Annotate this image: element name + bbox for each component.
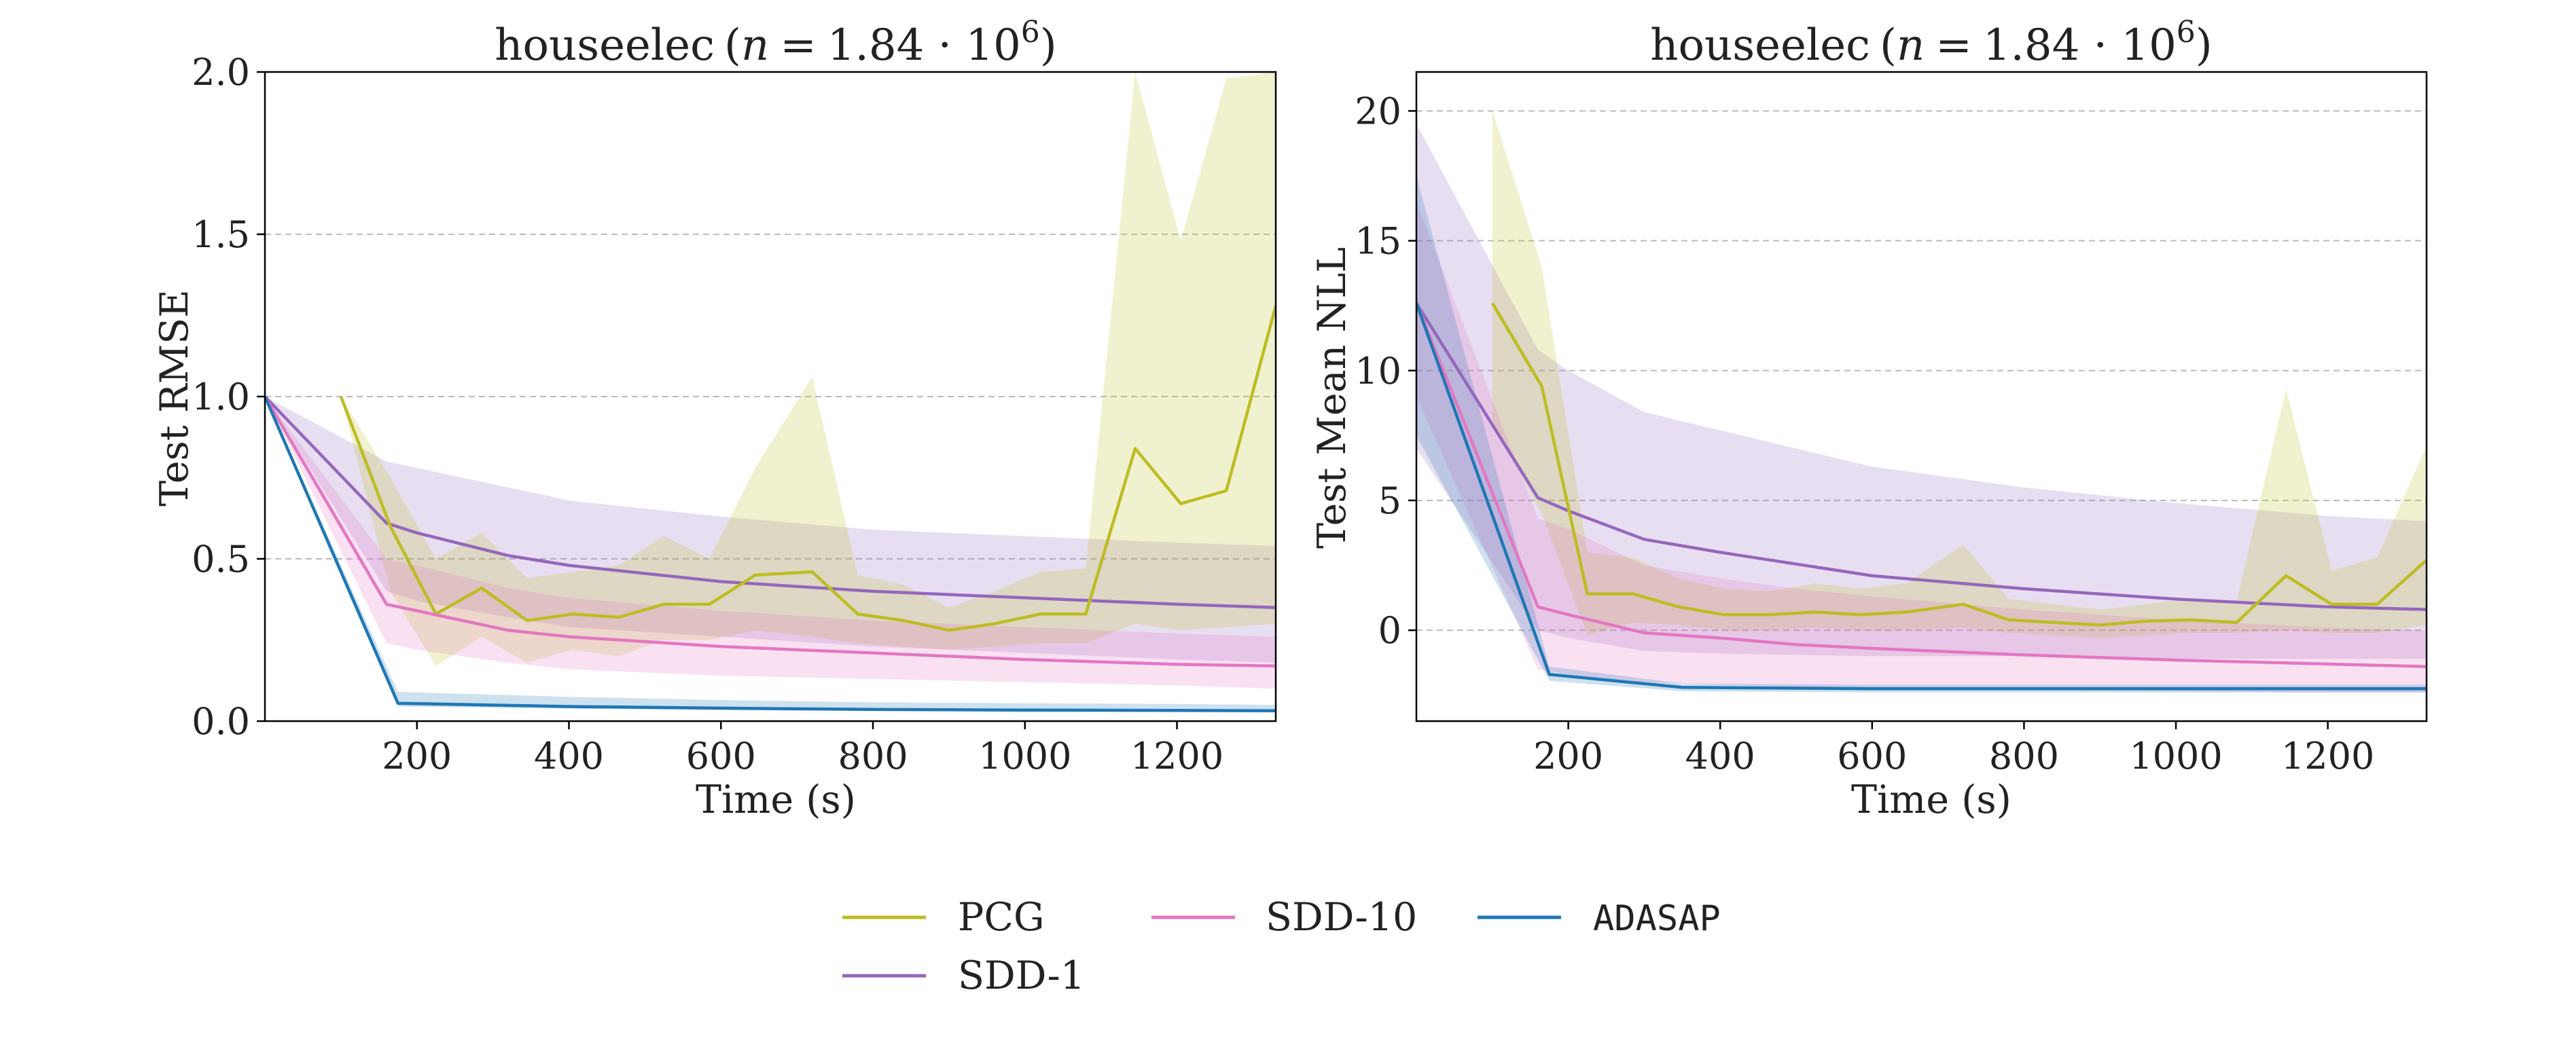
rmse-panel: houseelec (n = 1.84 · 106) 200 400 600 800 1000…: [152, 15, 1277, 822]
nll-y-tick-label: 10: [1355, 350, 1401, 392]
rmse-title-base: 1.84 · 10: [827, 20, 1021, 71]
rmse-chart-title: houseelec (n = 1.84 · 106): [495, 15, 1057, 71]
nll-x-tick-label: 400: [1685, 735, 1755, 777]
legend-label-pcg: PCG: [958, 895, 1045, 940]
legend-label-sdd-1: SDD-1: [958, 953, 1085, 998]
rmse-line-sdd-10: [265, 395, 1276, 667]
rmse-x-ticks: 200 400 600 800 1000 1200: [382, 721, 1223, 777]
nll-y-tick-label: 0: [1378, 609, 1401, 652]
nll-y-tick-label: 5: [1378, 479, 1401, 522]
nll-line-pcg: [1490, 302, 2427, 627]
rmse-y-tick-label: 0.0: [192, 700, 250, 743]
nll-x-tick-label: 800: [1989, 735, 2059, 777]
nll-chart-title: houseelec (n = 1.84 · 106): [1650, 15, 2213, 71]
nll-band-sdd-1: [1416, 124, 2427, 659]
nll-lines: [1416, 302, 2427, 691]
nll-y-ticks: 0 5 10 15 20: [1355, 90, 1416, 652]
rmse-x-tick-label: 200: [382, 735, 452, 777]
rmse-line-sdd-1: [265, 395, 1276, 609]
nll-x-axis-label: Time (s): [1851, 777, 2011, 822]
rmse-x-tick-label: 400: [534, 735, 604, 777]
rmse-y-axis-label: Test RMSE: [152, 289, 197, 507]
nll-title-exponent: 6: [2177, 15, 2196, 50]
rmse-y-ticks: 0.0 0.5 1.0 1.5 2.0: [192, 51, 265, 743]
rmse-y-tick-label: 0.5: [192, 538, 250, 581]
legend-entry-sdd-1: SDD-1: [842, 953, 1085, 998]
rmse-line-pcg: [339, 305, 1276, 632]
rmse-lines: [265, 305, 1276, 712]
nll-y-tick-label: 15: [1355, 220, 1401, 263]
rmse-y-tick-label: 1.0: [192, 376, 250, 418]
rmse-y-tick-label: 2.0: [192, 51, 250, 94]
nll-x-tick-label: 1000: [2129, 735, 2222, 777]
nll-line-sdd-1: [1416, 302, 2427, 611]
rmse-bands: [265, 72, 1276, 713]
nll-title-equals: =: [1935, 20, 1972, 71]
nll-band-sdd-10: [1416, 202, 2427, 693]
rmse-title-equals: =: [780, 20, 817, 71]
rmse-x-axis-label: Time (s): [696, 777, 856, 822]
rmse-y-tick-label: 1.5: [192, 213, 250, 256]
nll-x-tick-label: 200: [1533, 735, 1603, 777]
nll-x-ticks: 200 400 600 800 1000 1200: [1533, 721, 2374, 777]
legend-label-sdd-10: SDD-10: [1266, 895, 1417, 940]
nll-y-axis-label: Test Mean NLL: [1310, 247, 1355, 549]
nll-y-tick-label: 20: [1355, 90, 1401, 132]
nll-x-tick-label: 600: [1837, 735, 1907, 777]
rmse-x-tick-label: 800: [838, 735, 908, 777]
nll-x-tick-label: 1200: [2281, 735, 2374, 777]
nll-line-adasap: [1416, 302, 2427, 691]
rmse-band-pcg: [340, 72, 1276, 666]
rmse-title-n: n: [741, 20, 769, 71]
rmse-band-sdd-1: [265, 397, 1276, 663]
legend-entry-pcg: PCG: [842, 895, 1045, 940]
rmse-band-sdd-10: [265, 397, 1276, 689]
nll-gridlines: [1416, 110, 2427, 631]
rmse-x-tick-label: 1000: [978, 735, 1071, 777]
nll-line-sdd-10: [1416, 302, 2427, 668]
rmse-x-tick-label: 600: [686, 735, 756, 777]
rmse-title-dataset: houseelec: [495, 20, 715, 71]
nll-title-dataset: houseelec: [1650, 20, 1870, 71]
rmse-title-exponent: 6: [1021, 15, 1040, 50]
nll-title-n: n: [1897, 20, 1925, 71]
nll-panel: houseelec (n = 1.84 · 106) 200 400 600 800 1000…: [1310, 15, 2428, 822]
legend-label-adasap: ADASAP: [1593, 898, 1721, 939]
rmse-line-adasap: [265, 396, 1276, 712]
legend-entry-sdd-10: SDD-10: [1151, 895, 1417, 940]
nll-title-base: 1.84 · 10: [1983, 20, 2177, 71]
legend-entry-adasap: ADASAP: [1478, 898, 1721, 939]
legend: PCG SDD-10 ADASAP SDD-1: [842, 895, 1721, 998]
nll-axes-frame: [1415, 71, 2428, 722]
rmse-x-tick-label: 1200: [1130, 735, 1223, 777]
